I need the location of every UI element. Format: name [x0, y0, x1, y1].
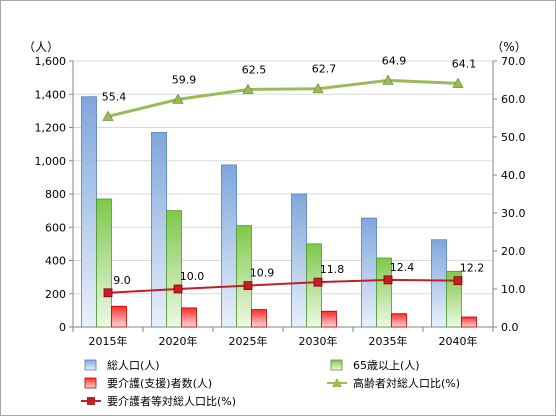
legend-triangle-marker [332, 378, 342, 387]
category-label: 2025年 [229, 334, 268, 348]
legend-label: 高齢者対総人口比(%) [353, 376, 460, 390]
data-label: 9.0 [113, 274, 131, 287]
data-label: 59.9 [172, 73, 197, 86]
left-tick-label: 1,000 [35, 155, 67, 168]
square-marker [243, 281, 253, 290]
triangle-marker [242, 83, 254, 94]
left-axis-ticks: 0 200 400 600 800 1,000 1,200 1,400 1,600 [35, 55, 73, 334]
triangle-marker [382, 74, 394, 85]
square-marker [313, 277, 323, 287]
bar-1 [81, 96, 97, 328]
bar-3 [251, 309, 267, 328]
square-marker [383, 275, 393, 285]
category-label: 2015年 [89, 334, 128, 348]
bar-1 [151, 132, 167, 328]
category-label: 2040年 [439, 334, 478, 348]
series-line-1 [107, 78, 459, 118]
left-tick-label: 1,400 [35, 88, 67, 101]
category-label: 2030年 [299, 334, 338, 348]
left-tick-label: 200 [45, 288, 66, 301]
category-label: 2020年 [159, 334, 198, 348]
right-tick-label: 20.0 [501, 245, 526, 258]
data-label: 10.9 [250, 267, 275, 280]
legend: 総人口(人) 65歳以上(人) 要介護(支援)者数(人) 高齢者対総人口比(%) 要介護… [81, 358, 460, 408]
grid-layer [72, 60, 494, 332]
left-tick-label: 400 [45, 255, 66, 268]
legend-label: 要介護(支援)者数(人) [107, 376, 212, 390]
data-label: 64.1 [452, 57, 477, 70]
right-tick-label: 40.0 [501, 169, 526, 182]
legend-swatch [330, 359, 343, 371]
square-marker [453, 276, 463, 286]
legend-swatch [84, 377, 97, 389]
square-marker [103, 288, 113, 298]
left-tick-label: 800 [45, 188, 66, 201]
data-label-layer: 55.4 59.9 62.5 62.7 64.9 64.1 9.0 10.0 10.9 11.8 1… [102, 54, 485, 286]
bar-3 [111, 305, 127, 328]
right-tick-label: 30.0 [501, 207, 526, 220]
bar-1 [431, 239, 447, 328]
legend-label: 要介護者等対総人口比(%) [107, 394, 236, 408]
data-label: 12.4 [390, 261, 415, 274]
bar-3 [181, 307, 197, 328]
bar-1 [291, 193, 307, 328]
right-tick-label: 0.0 [501, 321, 519, 334]
left-tick-label: 600 [45, 221, 66, 234]
series-line-2 [107, 278, 459, 294]
left-tick-label: 1,600 [35, 55, 67, 68]
bar-2 [446, 270, 462, 328]
data-label: 55.4 [102, 90, 127, 103]
bar-2 [376, 257, 392, 328]
data-label: 12.2 [460, 262, 485, 275]
bar-3 [321, 310, 337, 328]
bar-3 [461, 316, 477, 328]
left-tick-label: 1,200 [35, 122, 67, 135]
data-label: 10.0 [180, 270, 205, 283]
bar-2 [236, 225, 252, 328]
right-axis-ticks: 0.0 10.0 20.0 30.0 40.0 50.0 60.0 70.0 [493, 55, 526, 334]
right-tick-label: 60.0 [501, 93, 526, 106]
right-tick-label: 70.0 [501, 55, 526, 68]
right-tick-label: 10.0 [501, 283, 526, 296]
bar-1 [221, 164, 237, 328]
category-label: 2035年 [369, 334, 408, 348]
triangle-marker [102, 110, 114, 121]
triangle-marker [452, 77, 464, 88]
square-marker [173, 284, 183, 294]
bar-2 [96, 198, 112, 328]
line-layer [102, 74, 464, 298]
data-label: 11.8 [320, 263, 345, 276]
left-tick-label: 0 [59, 321, 66, 334]
bar-2 [166, 210, 182, 328]
bar-3 [391, 313, 407, 328]
left-axis-unit: （人） [23, 40, 59, 54]
data-label: 64.9 [382, 54, 407, 67]
category-axis-labels: 2015年 2020年 2025年 2030年 2035年 2040年 [89, 334, 478, 348]
bar-1 [361, 217, 377, 328]
triangle-marker [172, 93, 184, 104]
right-axis-unit: （%） [491, 40, 526, 54]
legend-label: 総人口(人) [107, 358, 160, 372]
right-tick-label: 50.0 [501, 131, 526, 144]
data-label: 62.5 [242, 64, 267, 77]
legend-label: 65歳以上(人) [353, 359, 420, 372]
legend-swatch [84, 359, 97, 371]
triangle-marker [312, 82, 324, 94]
data-label: 62.7 [312, 63, 337, 76]
legend-square-marker [87, 397, 95, 405]
bar-layer [81, 96, 477, 328]
